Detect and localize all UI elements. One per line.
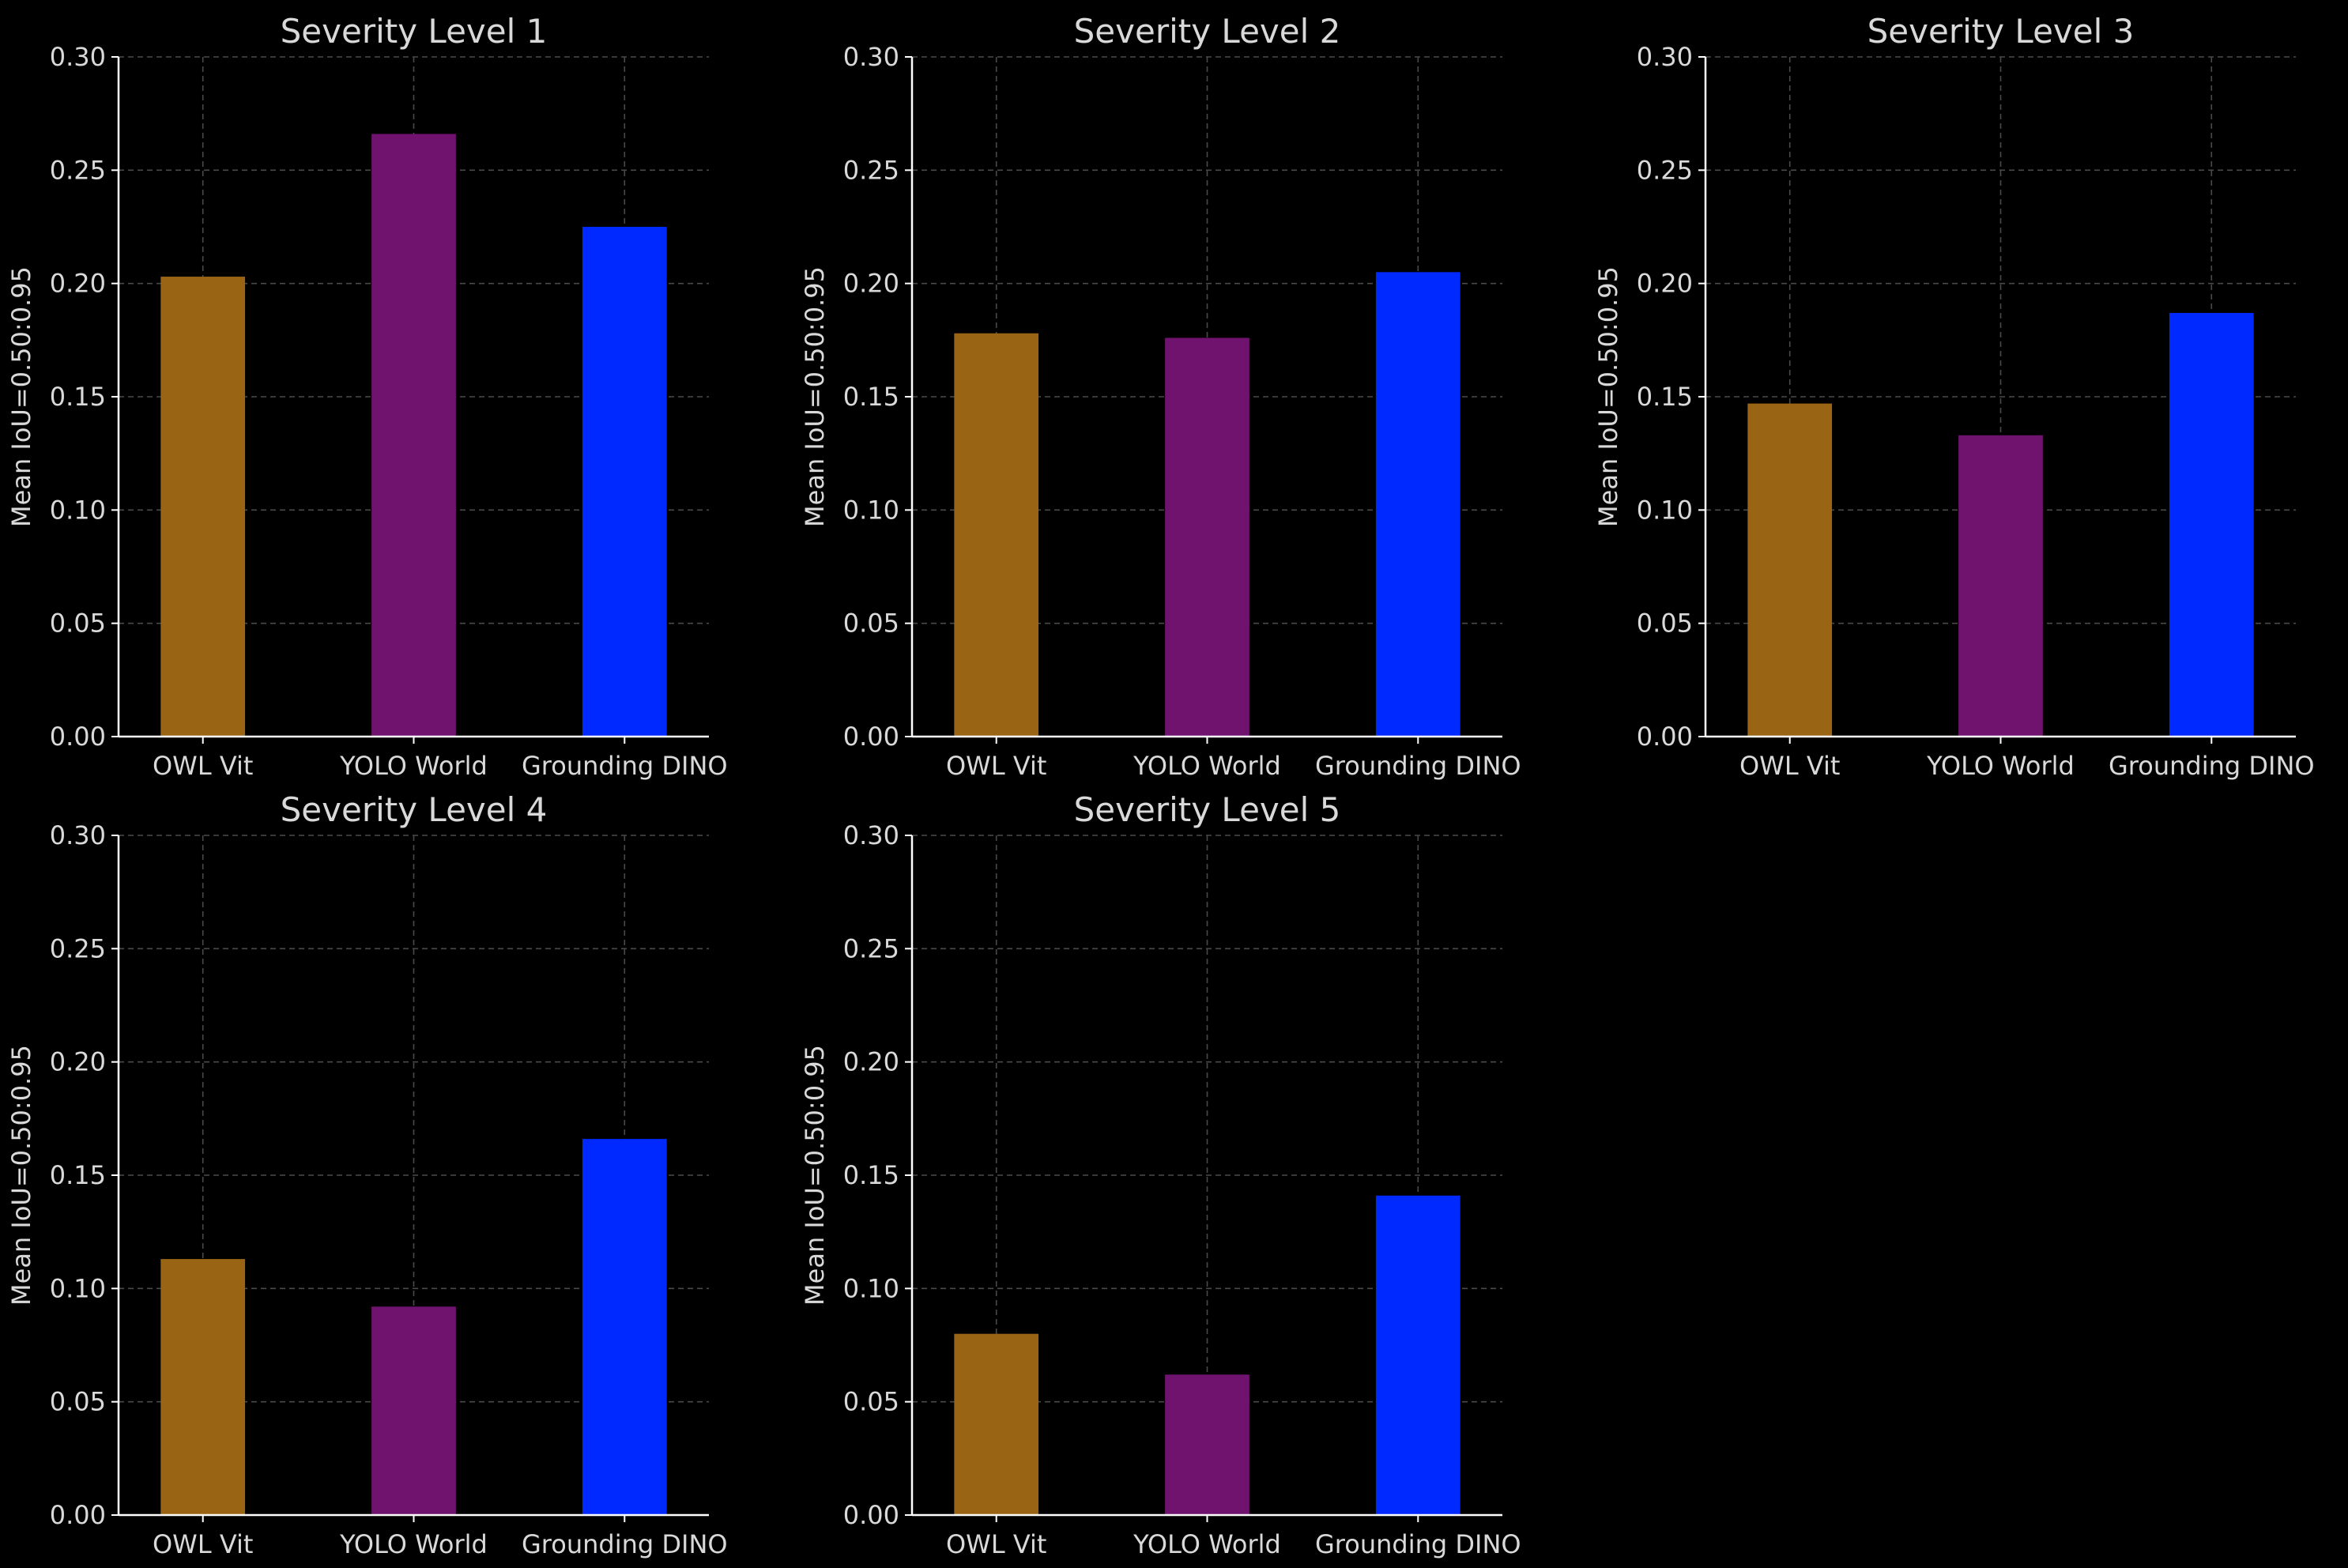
y-tick-label: 0.00 [843,722,899,752]
y-tick-label: 0.20 [843,269,899,299]
bar [1165,337,1249,737]
subplot-title: Severity Level 3 [1867,12,2135,51]
x-tick-label: OWL Vit [1739,751,1840,781]
y-axis-label: Mean IoU=0.50:0.95 [800,266,830,527]
y-tick-label: 0.10 [50,1273,106,1303]
y-tick-label: 0.20 [50,1047,106,1077]
y-tick-label: 0.00 [843,1500,899,1530]
x-tick-label: OWL Vit [153,1529,253,1559]
y-axis-label: Mean IoU=0.50:0.95 [6,1045,36,1306]
subplot-title: Severity Level 1 [281,12,548,51]
subplot-4: 0.00 0.05 0.10 0.15 0.20 0.25 0.30 OWL Vit YOLO … [6,790,728,1559]
y-tick-label: 0.30 [843,820,899,850]
bar [1375,1195,1460,1515]
y-tick-label: 0.30 [50,820,106,850]
y-tick-label: 0.00 [50,1500,106,1530]
y-tick-label: 0.05 [843,1387,899,1417]
bar [371,1306,456,1515]
x-tick-label: Grounding DINO [2109,751,2315,781]
y-tick-label: 0.25 [843,933,899,963]
bar [1165,1374,1249,1515]
y-tick-label: 0.10 [1637,495,1693,525]
subplot-3: 0.00 0.05 0.10 0.15 0.20 0.25 0.30 OWL Vit YOLO … [1593,12,2315,781]
subplot-1: 0.00 0.05 0.10 0.15 0.20 0.25 0.30 OWL Vit YOLO … [6,12,728,781]
subplot-title: Severity Level 5 [1074,790,1341,829]
y-tick-label: 0.20 [843,1047,899,1077]
x-tick-label: YOLO World [1133,1529,1281,1559]
x-tick-label: YOLO World [1133,751,1281,781]
subplot-5: 0.00 0.05 0.10 0.15 0.20 0.25 0.30 OWL Vit YOLO … [800,790,1521,1559]
y-tick-label: 0.15 [50,1160,106,1190]
y-tick-label: 0.20 [50,269,106,299]
y-tick-label: 0.15 [1637,382,1693,412]
y-tick-label: 0.10 [50,495,106,525]
y-tick-label: 0.05 [50,609,106,639]
bar [2169,312,2254,737]
x-tick-label: YOLO World [1926,751,2075,781]
subplot-title: Severity Level 2 [1074,12,1341,51]
x-tick-label: Grounding DINO [522,1529,728,1559]
bar [1958,435,2043,737]
y-tick-label: 0.30 [50,42,106,72]
y-tick-label: 0.30 [1637,42,1693,72]
y-axis-label: Mean IoU=0.50:0.95 [1593,266,1623,527]
bar [1375,272,1460,737]
y-tick-label: 0.05 [50,1387,106,1417]
y-axis-label: Mean IoU=0.50:0.95 [6,266,36,527]
x-tick-label: OWL Vit [946,1529,1046,1559]
y-tick-label: 0.00 [1637,722,1693,752]
x-tick-label: Grounding DINO [522,751,728,781]
bar [582,227,667,737]
y-tick-label: 0.25 [50,933,106,963]
bar [954,333,1039,737]
x-tick-label: OWL Vit [153,751,253,781]
bar [954,1333,1039,1515]
bar [371,134,456,737]
y-tick-label: 0.20 [1637,269,1693,299]
x-tick-label: Grounding DINO [1315,1529,1521,1559]
y-tick-label: 0.10 [843,495,899,525]
y-tick-label: 0.05 [1637,609,1693,639]
bar [582,1139,667,1515]
y-tick-label: 0.30 [843,42,899,72]
y-tick-label: 0.15 [50,382,106,412]
y-tick-label: 0.25 [1637,155,1693,185]
bar [1747,403,1833,737]
bar [160,1259,246,1515]
y-tick-label: 0.25 [843,155,899,185]
y-tick-label: 0.15 [843,382,899,412]
y-tick-label: 0.25 [50,155,106,185]
y-tick-label: 0.05 [843,609,899,639]
subplot-title: Severity Level 4 [281,790,548,829]
subplot-2: 0.00 0.05 0.10 0.15 0.20 0.25 0.30 OWL Vit YOLO … [800,12,1521,781]
y-tick-label: 0.10 [843,1273,899,1303]
y-axis-label: Mean IoU=0.50:0.95 [800,1045,830,1306]
x-tick-label: YOLO World [339,1529,488,1559]
x-tick-label: OWL Vit [946,751,1046,781]
y-tick-label: 0.00 [50,722,106,752]
x-tick-label: Grounding DINO [1315,751,1521,781]
x-tick-label: YOLO World [339,751,488,781]
bar [160,277,246,737]
y-tick-label: 0.15 [843,1160,899,1190]
